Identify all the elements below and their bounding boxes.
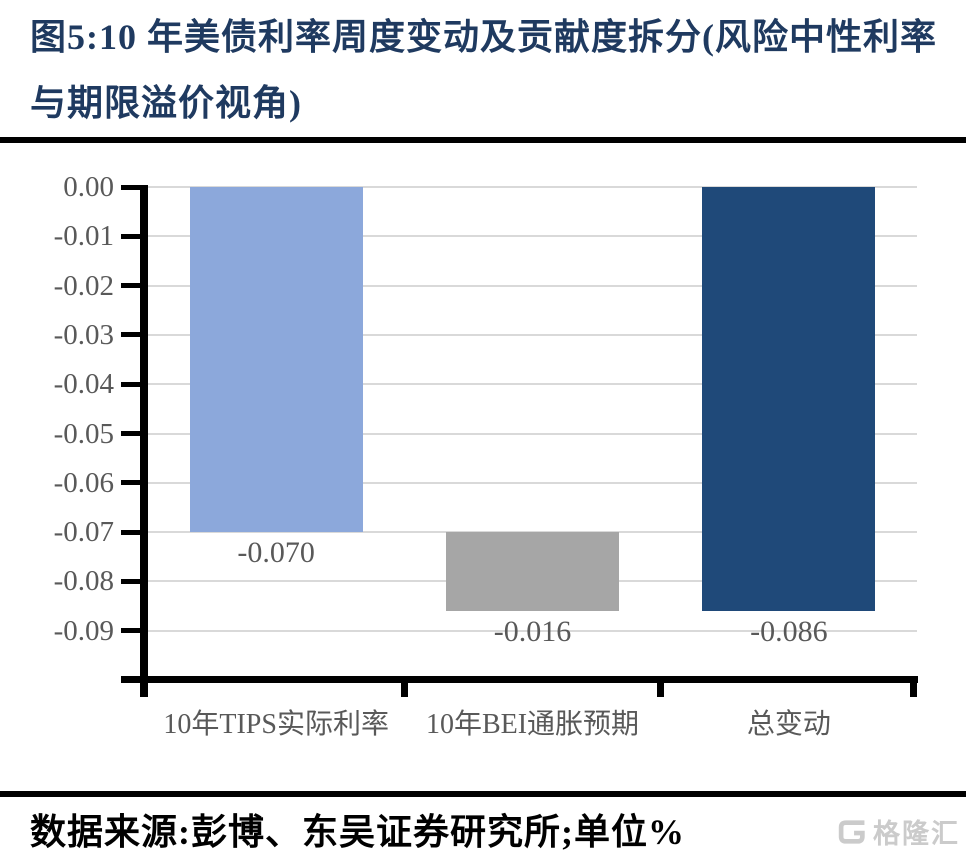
y-axis-tick-label: -0.06 [53, 466, 114, 499]
title-separator-line [0, 137, 966, 143]
y-axis-tick [121, 283, 140, 289]
y-axis-tick [121, 381, 140, 387]
y-gridline [148, 383, 917, 386]
y-axis-tick [121, 578, 140, 584]
bar-value-label: -0.016 [493, 614, 572, 648]
y-axis-tick-label: -0.04 [53, 368, 114, 401]
gelonghui-g-icon [838, 819, 865, 844]
y-axis-line [140, 185, 148, 697]
y-gridline [148, 629, 917, 632]
x-category-label: 总变动 [746, 709, 831, 740]
y-axis-tick-label: -0.07 [53, 516, 114, 549]
bar [702, 187, 876, 611]
data-source-note: 数据来源:彭博、东吴证券研究所;单位% [30, 812, 685, 850]
x-axis-tick [909, 676, 917, 697]
y-axis-tick-label: -0.09 [53, 614, 114, 647]
y-gridline [148, 333, 917, 336]
watermark: 格隆汇 [836, 812, 960, 850]
y-axis-tick-label: -0.01 [53, 220, 114, 253]
y-axis-tick [121, 184, 140, 190]
x-axis-tick [400, 676, 408, 697]
x-category-label: 10年BEI通胀预期 [425, 709, 640, 740]
x-category-label: 10年TIPS实际利率 [163, 709, 389, 740]
y-axis-tick [121, 233, 140, 239]
y-axis-tick-label: -0.08 [53, 565, 114, 598]
y-axis-tick [121, 529, 140, 535]
y-axis-tick-label: 0.00 [63, 171, 114, 203]
y-axis-tick-label: -0.05 [53, 417, 114, 450]
y-gridline [148, 186, 917, 188]
watermark-brand-text: 格隆汇 [873, 819, 960, 849]
x-axis-tick [657, 676, 665, 697]
y-axis-tick-label: -0.03 [53, 318, 114, 351]
x-axis-line [121, 676, 918, 683]
y-gridline [148, 235, 917, 238]
bar-value-label: -0.070 [237, 536, 315, 570]
y-gridline [148, 432, 917, 435]
bar [446, 532, 619, 611]
y-axis-tick [121, 431, 140, 436]
y-axis-tick [121, 332, 140, 338]
figure-title: 图5:10 年美债利率周度变动及贡献度拆分(风险中性利率与期限溢价视角) [30, 17, 937, 123]
bar [189, 187, 363, 533]
y-gridline [148, 481, 917, 484]
y-axis-tick-label: -0.02 [53, 269, 114, 302]
y-axis-tick [121, 480, 140, 486]
y-axis-tick [121, 628, 140, 634]
y-gridline [148, 284, 917, 287]
footer-separator-line [0, 791, 966, 797]
bar-value-label: -0.086 [750, 614, 828, 648]
